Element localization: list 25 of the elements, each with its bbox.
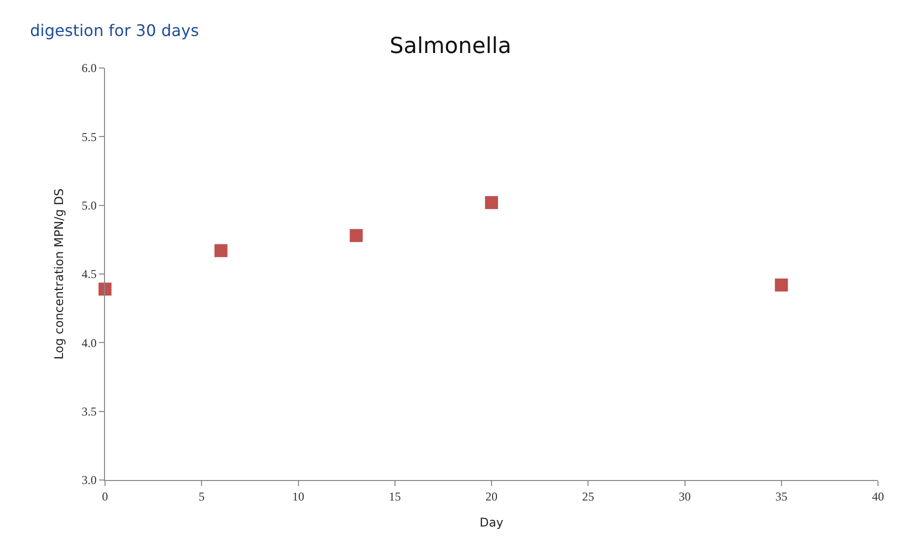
y-tick-label: 5.5: [82, 130, 97, 144]
x-tick-label: 40: [872, 489, 884, 504]
y-tick-label: 3.5: [82, 404, 97, 419]
x-tick-label: 5: [198, 489, 205, 504]
chart-title: Salmonella: [390, 34, 512, 60]
x-tick-label: 10: [292, 489, 304, 504]
y-tick-label: 4.0: [82, 336, 97, 350]
y-axis-title: Log concentration MPN/g DS: [52, 188, 66, 360]
text: digestion for 30 days: [30, 21, 199, 40]
x-tick-label: 15: [388, 489, 401, 504]
point: [214, 244, 228, 258]
x-tick-label: 30: [678, 489, 691, 504]
x-tick-label: 35: [775, 489, 788, 504]
point: [774, 278, 788, 292]
y-tick-label: 6.0: [82, 61, 97, 76]
x-tick-label: 0: [102, 489, 108, 504]
y-tick-label: 5.0: [82, 198, 97, 213]
y-tick-label: 3.0: [82, 473, 97, 488]
y-tick-label: 4.5: [82, 267, 97, 282]
x-axis-title: Day: [480, 515, 504, 530]
point: [98, 282, 112, 296]
x-tick-label: 20: [486, 489, 498, 504]
x-tick-label: 25: [582, 489, 594, 504]
point: [350, 229, 363, 242]
point: [485, 196, 498, 210]
